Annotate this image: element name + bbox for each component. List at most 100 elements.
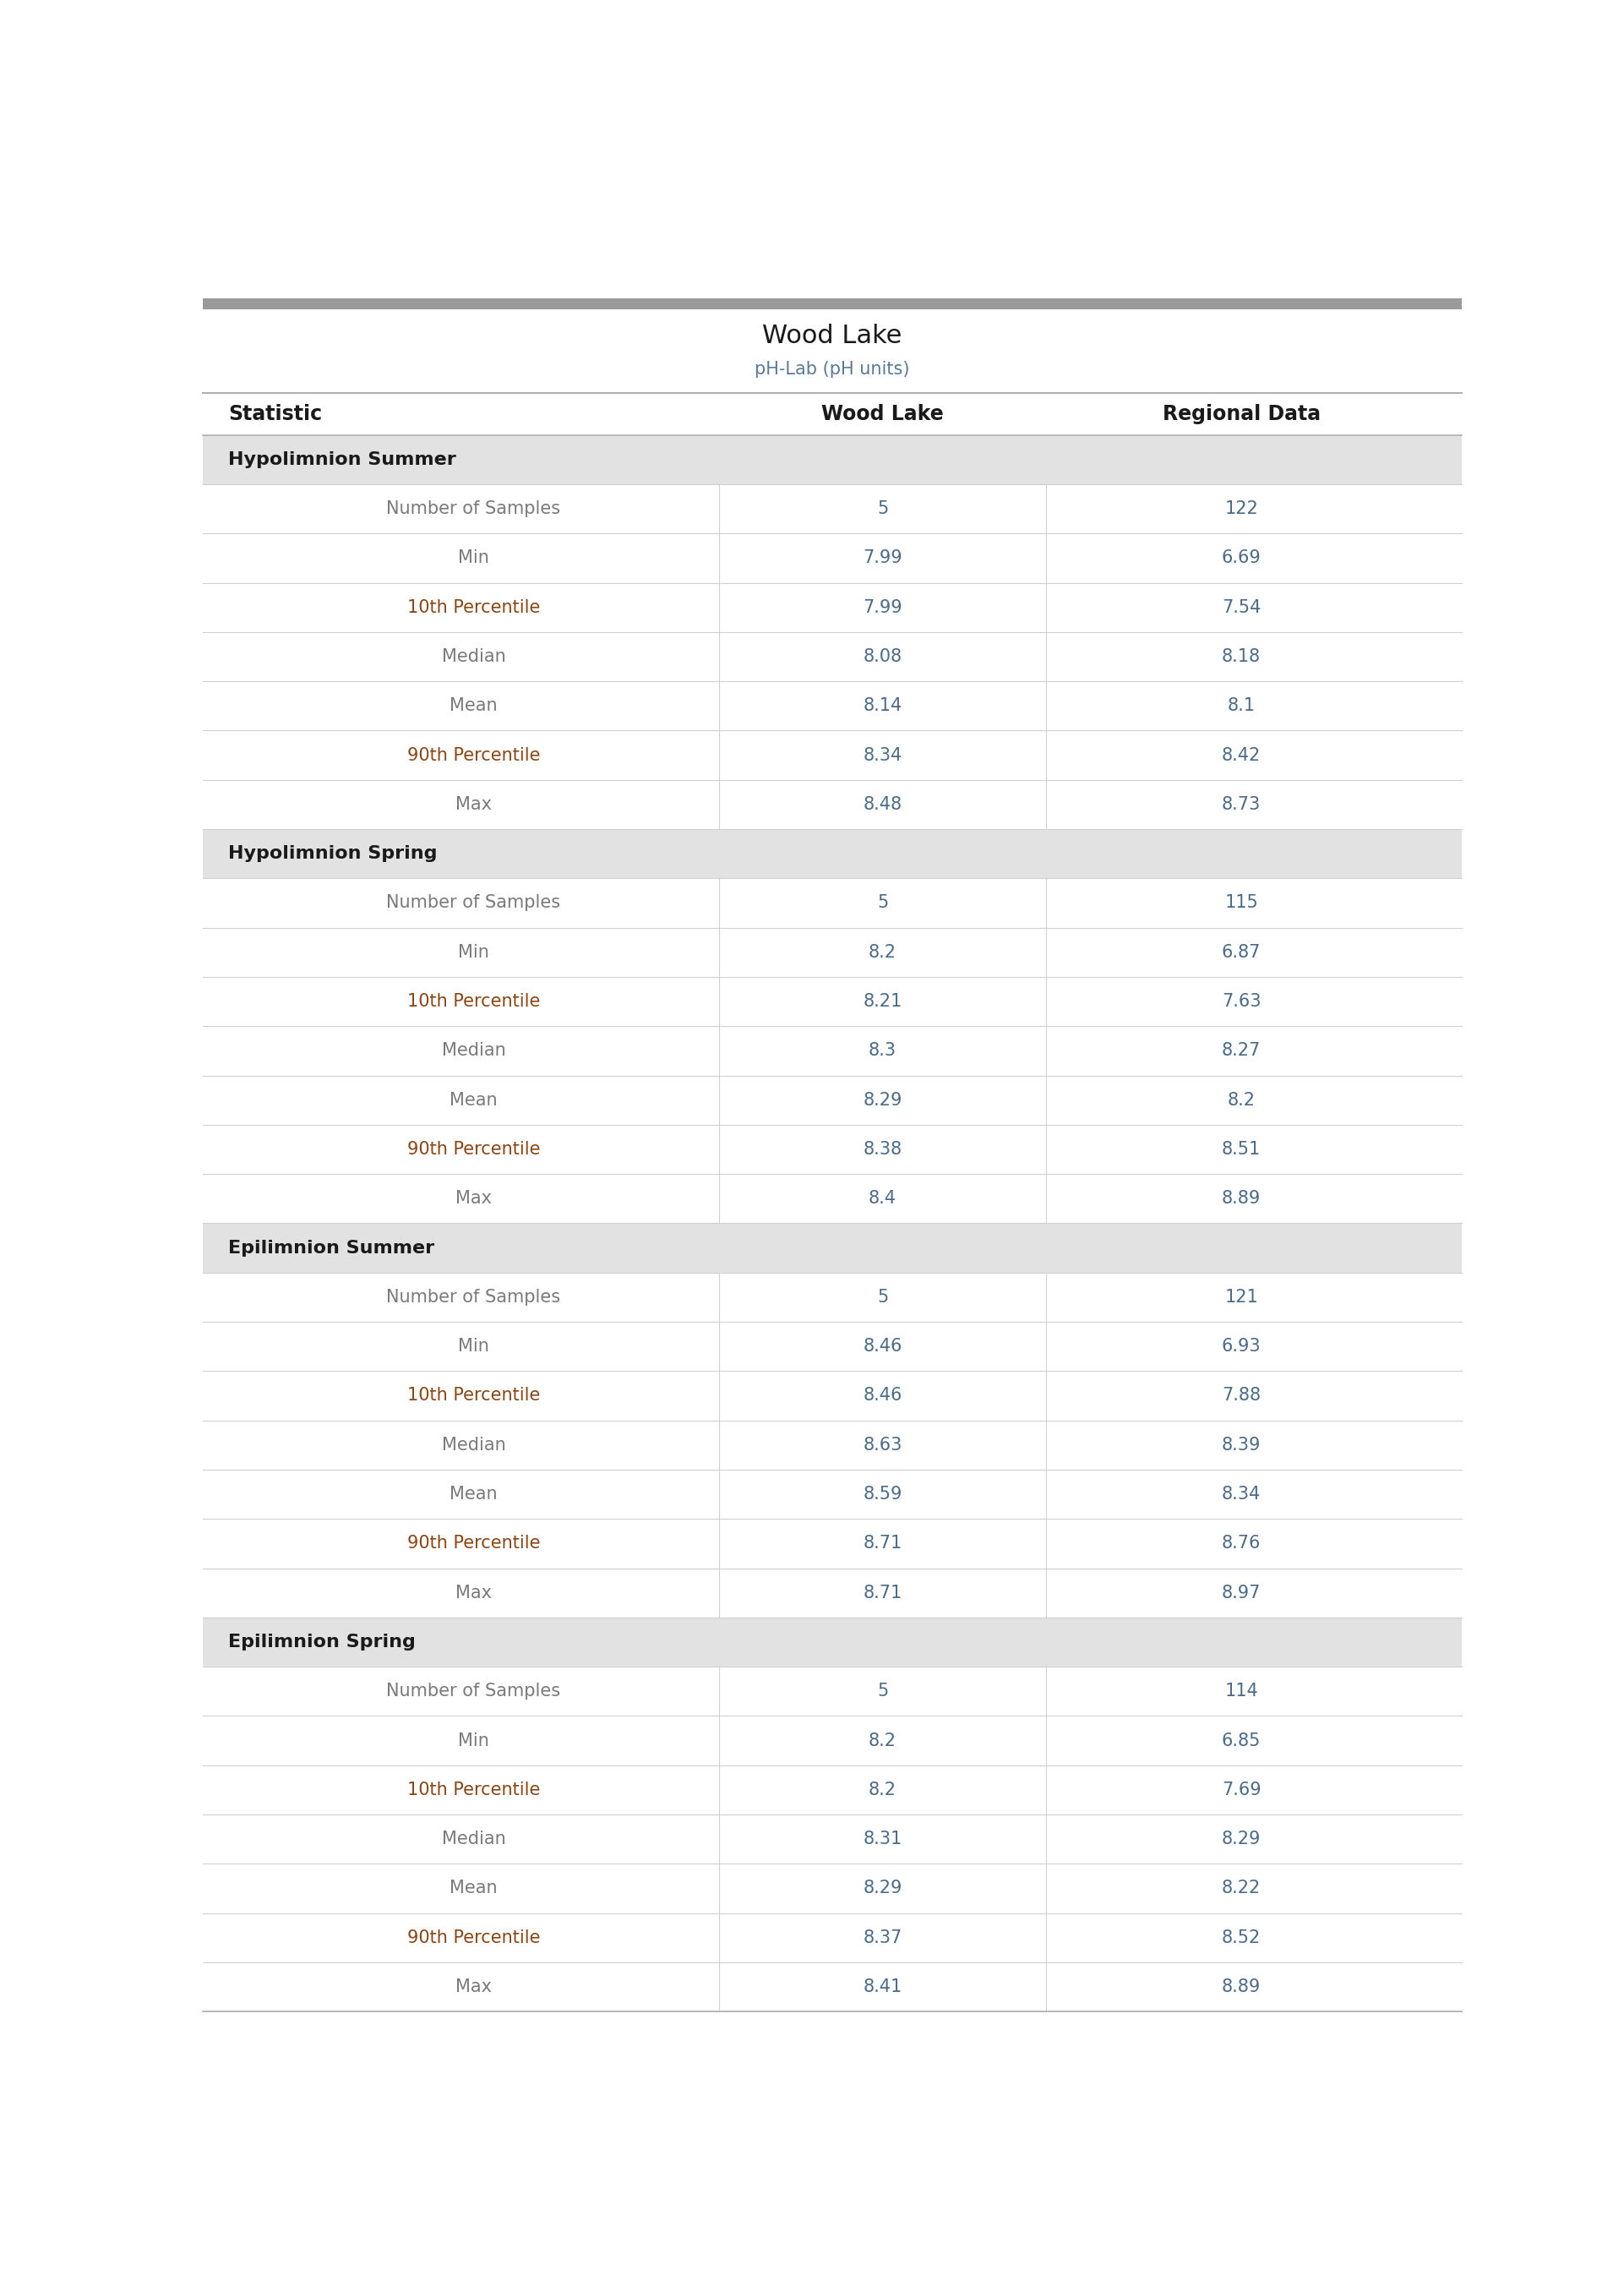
- Text: 8.48: 8.48: [864, 797, 901, 813]
- Text: 5: 5: [877, 894, 888, 913]
- Text: 8.29: 8.29: [1221, 1830, 1260, 1848]
- Bar: [203, 484, 1462, 533]
- Text: 6.85: 6.85: [1221, 1732, 1260, 1748]
- Text: 7.69: 7.69: [1221, 1782, 1262, 1798]
- Text: 8.73: 8.73: [1221, 797, 1260, 813]
- Text: Median: Median: [442, 649, 505, 665]
- Text: 8.4: 8.4: [869, 1189, 896, 1208]
- Text: 5: 5: [877, 1682, 888, 1700]
- Bar: [203, 1569, 1462, 1619]
- Bar: [203, 1716, 1462, 1766]
- Text: 7.88: 7.88: [1221, 1387, 1260, 1405]
- Bar: [203, 681, 1462, 731]
- Bar: [203, 1224, 1462, 1273]
- Bar: [203, 1914, 1462, 1961]
- Bar: [203, 878, 1462, 928]
- Text: Max: Max: [455, 1584, 492, 1600]
- Bar: [203, 1469, 1462, 1519]
- Text: 6.93: 6.93: [1221, 1337, 1262, 1355]
- Text: 7.99: 7.99: [862, 549, 903, 568]
- Text: 8.18: 8.18: [1221, 649, 1260, 665]
- Text: 8.08: 8.08: [864, 649, 901, 665]
- Text: 5: 5: [877, 499, 888, 518]
- Text: 10th Percentile: 10th Percentile: [408, 992, 541, 1010]
- Bar: [203, 300, 1462, 309]
- Text: 8.42: 8.42: [1221, 747, 1260, 763]
- Text: Max: Max: [455, 1189, 492, 1208]
- Text: 6.69: 6.69: [1221, 549, 1262, 568]
- Bar: [203, 829, 1462, 878]
- Text: Number of Samples: Number of Samples: [387, 1682, 560, 1700]
- Text: 6.87: 6.87: [1221, 944, 1260, 960]
- Text: Hypolimnion Spring: Hypolimnion Spring: [227, 844, 437, 863]
- Text: 10th Percentile: 10th Percentile: [408, 1782, 541, 1798]
- Text: 90th Percentile: 90th Percentile: [408, 1142, 541, 1158]
- Text: 8.51: 8.51: [1221, 1142, 1260, 1158]
- Text: 8.71: 8.71: [862, 1535, 903, 1553]
- Text: Wood Lake: Wood Lake: [822, 404, 944, 424]
- Text: 8.38: 8.38: [864, 1142, 901, 1158]
- Text: 7.54: 7.54: [1221, 599, 1260, 615]
- Bar: [203, 1124, 1462, 1174]
- Text: Max: Max: [455, 797, 492, 813]
- Bar: [203, 928, 1462, 976]
- Text: Epilimnion Spring: Epilimnion Spring: [227, 1634, 416, 1650]
- Text: Mean: Mean: [450, 697, 497, 715]
- Text: 8.14: 8.14: [862, 697, 903, 715]
- Text: Hypolimnion Summer: Hypolimnion Summer: [227, 452, 456, 468]
- Text: Min: Min: [458, 1337, 489, 1355]
- Bar: [203, 1766, 1462, 1814]
- Text: Mean: Mean: [450, 1880, 497, 1898]
- Text: Min: Min: [458, 1732, 489, 1748]
- Text: pH-Lab (pH units): pH-Lab (pH units): [755, 361, 909, 379]
- Bar: [203, 631, 1462, 681]
- Text: 5: 5: [877, 1289, 888, 1305]
- Text: Number of Samples: Number of Samples: [387, 499, 560, 518]
- Bar: [203, 1371, 1462, 1421]
- Text: Mean: Mean: [450, 1092, 497, 1108]
- Text: 8.46: 8.46: [862, 1337, 903, 1355]
- Text: 8.37: 8.37: [862, 1930, 903, 1945]
- Text: 7.99: 7.99: [862, 599, 903, 615]
- Bar: [203, 1814, 1462, 1864]
- Text: Median: Median: [442, 1830, 505, 1848]
- Text: Min: Min: [458, 549, 489, 568]
- Bar: [203, 731, 1462, 781]
- Text: 8.29: 8.29: [862, 1092, 903, 1108]
- Bar: [203, 1321, 1462, 1371]
- Text: 8.2: 8.2: [869, 944, 896, 960]
- Bar: [203, 1026, 1462, 1076]
- Text: Number of Samples: Number of Samples: [387, 894, 560, 913]
- Bar: [203, 1519, 1462, 1569]
- Text: 8.76: 8.76: [1221, 1535, 1260, 1553]
- Text: 7.63: 7.63: [1221, 992, 1260, 1010]
- Bar: [203, 533, 1462, 583]
- Text: 8.34: 8.34: [862, 747, 903, 763]
- Text: 8.97: 8.97: [1221, 1584, 1260, 1600]
- Text: Epilimnion Summer: Epilimnion Summer: [227, 1239, 435, 1255]
- Text: 10th Percentile: 10th Percentile: [408, 1387, 541, 1405]
- Bar: [203, 781, 1462, 829]
- Text: Statistic: Statistic: [227, 404, 322, 424]
- Text: 114: 114: [1224, 1682, 1259, 1700]
- Text: Number of Samples: Number of Samples: [387, 1289, 560, 1305]
- Text: 90th Percentile: 90th Percentile: [408, 1930, 541, 1945]
- Text: Median: Median: [442, 1042, 505, 1060]
- Bar: [203, 1961, 1462, 2011]
- Bar: [203, 1174, 1462, 1224]
- Text: 8.2: 8.2: [869, 1782, 896, 1798]
- Text: 90th Percentile: 90th Percentile: [408, 1535, 541, 1553]
- Bar: [203, 1864, 1462, 1914]
- Text: 8.71: 8.71: [862, 1584, 903, 1600]
- Text: 8.2: 8.2: [869, 1732, 896, 1748]
- Text: 8.89: 8.89: [1221, 1189, 1260, 1208]
- Text: Wood Lake: Wood Lake: [762, 325, 903, 347]
- Text: Median: Median: [442, 1437, 505, 1453]
- Text: 115: 115: [1224, 894, 1259, 913]
- Text: 8.21: 8.21: [862, 992, 903, 1010]
- Bar: [203, 976, 1462, 1026]
- Text: 8.39: 8.39: [1221, 1437, 1260, 1453]
- Text: 8.29: 8.29: [862, 1880, 903, 1898]
- Text: 8.63: 8.63: [862, 1437, 903, 1453]
- Text: 122: 122: [1224, 499, 1259, 518]
